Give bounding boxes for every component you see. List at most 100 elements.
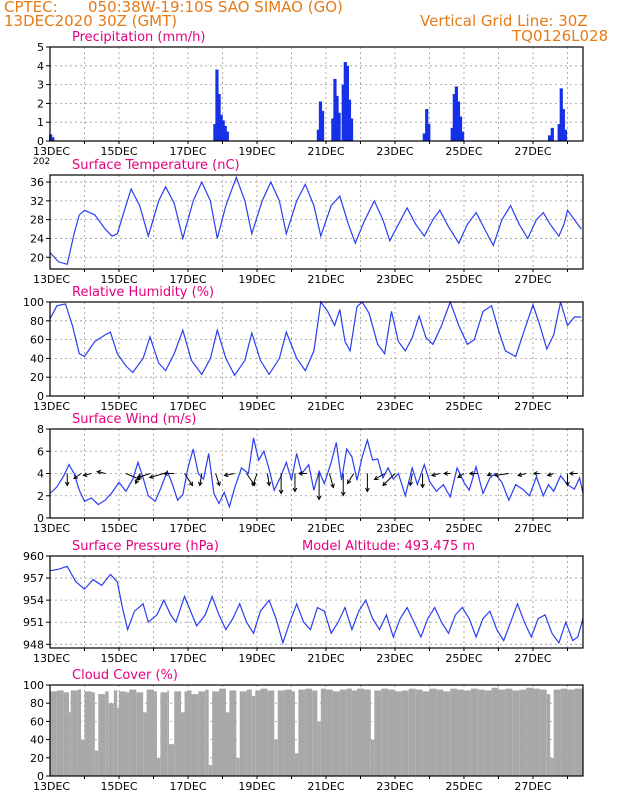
precip-bar <box>219 114 223 141</box>
cloud-column <box>167 690 170 776</box>
x-tick-label: 27DEC <box>514 780 551 793</box>
cloud-column <box>491 687 499 776</box>
cloud-column <box>370 739 375 776</box>
cloud-column <box>239 691 247 776</box>
wind-arrow <box>199 473 203 486</box>
cloud-column <box>339 689 347 776</box>
x-tick-label: 27DEC <box>514 400 551 413</box>
x-tick-label: 17DEC <box>169 400 206 413</box>
cloud-column <box>408 688 416 776</box>
cloud-column <box>169 744 175 776</box>
panel-1 <box>46 46 584 144</box>
y-tick-label: 32 <box>30 195 44 208</box>
y-tick-label: 6 <box>37 445 44 458</box>
cloud-column <box>113 690 118 776</box>
cloud-column <box>519 689 527 776</box>
wind-arrow-head <box>278 489 284 495</box>
cloud-column <box>381 688 389 776</box>
cloud-column <box>546 694 551 776</box>
cloud-column <box>56 690 64 776</box>
wind-arrow-head <box>266 481 272 487</box>
x-tick-label: 13DEC <box>33 145 70 158</box>
x-tick-label: 15DEC <box>100 145 137 158</box>
wind-arrow <box>457 473 465 478</box>
precip-bar <box>458 116 463 141</box>
wind-arrow-head <box>468 471 474 476</box>
cloud-column <box>470 688 478 776</box>
header-code: TQ0126L028 <box>512 27 609 45</box>
series-line <box>49 175 582 266</box>
x-tick-label: 27DEC <box>514 145 551 158</box>
x-tick-label: 13DEC <box>33 400 70 413</box>
cloud-column <box>346 688 352 776</box>
precip-bar <box>213 124 217 141</box>
precip-bar <box>49 134 53 141</box>
precip-bar <box>320 110 325 141</box>
y-tick-label: 60 <box>30 715 44 728</box>
precip-bar <box>343 62 347 141</box>
cloud-column <box>68 712 71 776</box>
wind-arrow-head <box>188 481 194 487</box>
x-tick-label: 25DEC <box>445 400 482 413</box>
wind-arrow-head <box>373 475 379 481</box>
wind-arrow-head <box>443 471 448 476</box>
x-tick-label: 17DEC <box>169 780 206 793</box>
cloud-column <box>550 757 554 776</box>
x-tick-label: 13DEC <box>33 522 70 535</box>
wind-arrow-head <box>216 481 221 487</box>
wind-arrow-head <box>82 472 88 477</box>
wind-arrow-head <box>420 483 425 489</box>
wind-arrow-head <box>292 487 298 493</box>
cloud-column <box>81 739 85 776</box>
x-tick-label: 21DEC <box>307 145 344 158</box>
cloud-column <box>274 739 278 776</box>
cloud-column <box>267 690 275 776</box>
cloud-column <box>394 691 402 776</box>
header-grid-note: Vertical Grid Line: 30Z <box>420 12 588 30</box>
panel-annotation: Model Altitude: 493.475 m <box>302 539 475 554</box>
precip-bar <box>347 99 352 141</box>
cloud-column <box>136 692 144 776</box>
wind-arrow-head <box>517 472 523 477</box>
cloud-column <box>532 688 540 776</box>
wind-arrow-head <box>297 471 303 476</box>
wind-arrow-head <box>316 495 322 501</box>
cloud-column <box>553 689 561 776</box>
y-tick-label: 0 <box>37 512 44 525</box>
panel-frame <box>49 684 584 777</box>
cloud-column <box>108 703 114 776</box>
wind-arrow <box>517 473 527 476</box>
cloud-column <box>415 689 423 776</box>
wind-arrow-head <box>493 472 499 478</box>
x-tick-label: 21DEC <box>307 780 344 793</box>
precip-bar <box>223 125 227 141</box>
cloud-column <box>539 689 547 776</box>
precip-bar <box>422 133 426 141</box>
y-tick-label: 954 <box>23 594 44 607</box>
cloud-column <box>181 712 185 776</box>
wind-arrow-head <box>330 483 335 489</box>
cloud-column <box>77 689 82 776</box>
x-tick-label: 25DEC <box>445 522 482 535</box>
panel-title: Surface Pressure (hPa) <box>72 539 219 554</box>
x-tick-label: 25DEC <box>445 652 482 665</box>
header-source: CPTEC: <box>4 0 58 16</box>
panel-frame <box>49 555 584 649</box>
cloud-column <box>260 688 268 776</box>
y-tick-label: 0 <box>37 770 44 783</box>
wind-arrow <box>83 473 92 476</box>
precip-bar <box>349 118 354 141</box>
panel-4 <box>46 428 584 521</box>
y-tick-label: 8 <box>37 423 44 436</box>
x-tick-label: 21DEC <box>307 522 344 535</box>
cloud-column <box>84 691 92 776</box>
precip-bar <box>563 129 568 141</box>
precip-bar <box>316 129 320 141</box>
panel-title: Surface Temperature (nC) <box>72 158 240 173</box>
x-tick-label: 15DEC <box>100 780 137 793</box>
x-tick-label: 15DEC <box>100 522 137 535</box>
y-tick-label: 40 <box>30 352 44 365</box>
cloud-column <box>91 692 95 776</box>
precip-bar <box>335 95 339 141</box>
x-tick-label: 21DEC <box>307 652 344 665</box>
